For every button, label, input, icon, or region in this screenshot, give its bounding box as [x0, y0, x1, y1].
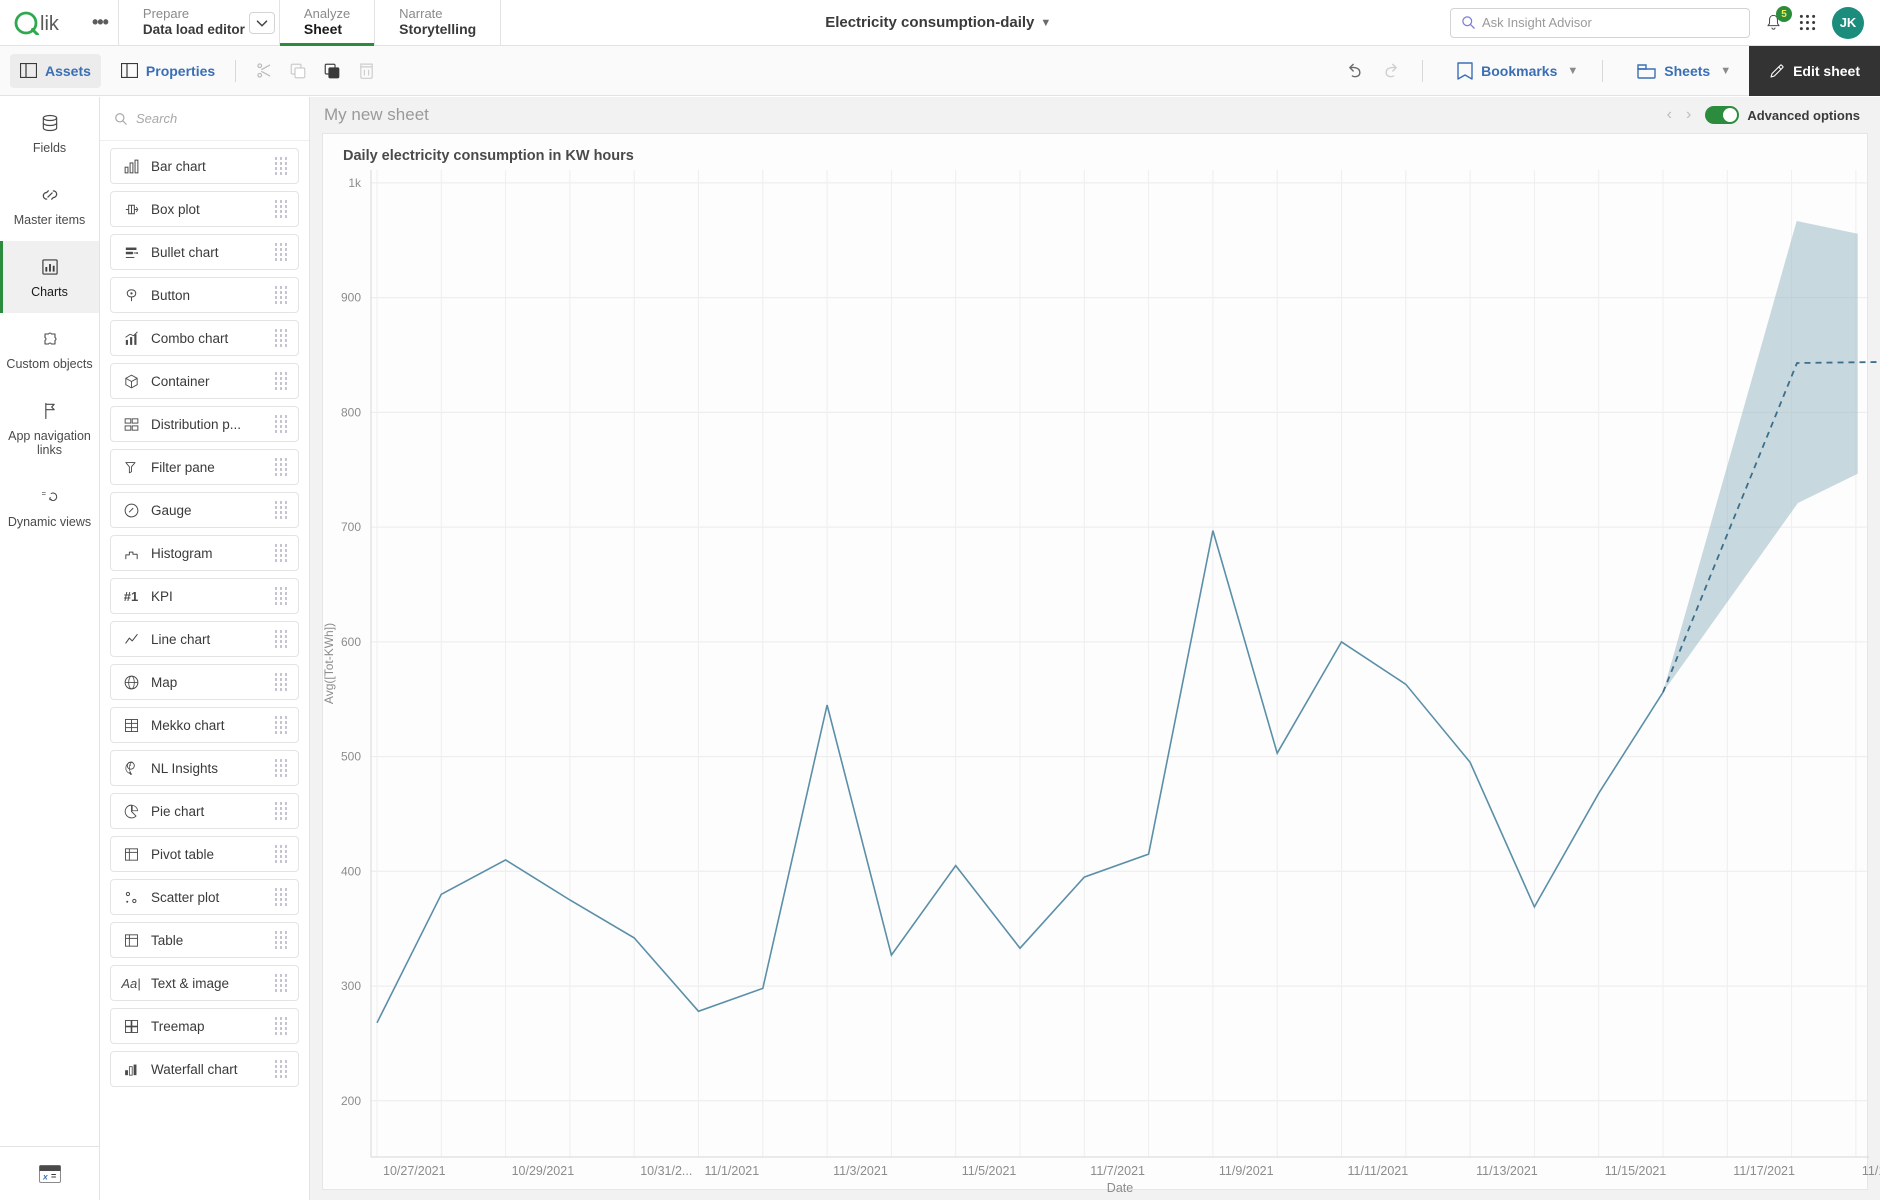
svg-text:11/17/2021: 11/17/2021	[1733, 1164, 1795, 1178]
svg-text:400: 400	[341, 864, 361, 878]
svg-text:10/29/2021: 10/29/2021	[512, 1164, 575, 1178]
svg-text:11/13/2021: 11/13/2021	[1476, 1164, 1538, 1178]
svg-text:900: 900	[341, 291, 361, 305]
svg-text:Avg([Tot-KWh]): Avg([Tot-KWh])	[322, 623, 336, 704]
svg-text:500: 500	[341, 750, 361, 764]
svg-text:1k: 1k	[348, 176, 362, 190]
svg-text:800: 800	[341, 405, 361, 419]
svg-text:700: 700	[341, 520, 361, 534]
svg-text:300: 300	[341, 979, 361, 993]
svg-text:=: =	[41, 489, 46, 498]
svg-text:Date: Date	[1107, 1181, 1133, 1195]
svg-text:600: 600	[341, 635, 361, 649]
svg-text:=: =	[51, 1171, 56, 1181]
svg-text:11/7/2021: 11/7/2021	[1090, 1164, 1145, 1178]
svg-text:11/5/2021: 11/5/2021	[962, 1164, 1017, 1178]
svg-text:11/15/2021: 11/15/2021	[1605, 1164, 1667, 1178]
svg-text:10/31/2...: 10/31/2...	[640, 1164, 692, 1178]
svg-text:lik: lik	[40, 13, 60, 35]
svg-text:11/9/2021: 11/9/2021	[1219, 1164, 1274, 1178]
svg-text:11/19/2...: 11/19/2...	[1862, 1164, 1880, 1178]
svg-text:11/1/2021: 11/1/2021	[705, 1164, 760, 1178]
svg-text:200: 200	[341, 1094, 361, 1108]
svg-text:11/3/2021: 11/3/2021	[833, 1164, 888, 1178]
svg-text:11/11/2021: 11/11/2021	[1348, 1164, 1409, 1178]
svg-text:10/27/2021: 10/27/2021	[383, 1164, 446, 1178]
